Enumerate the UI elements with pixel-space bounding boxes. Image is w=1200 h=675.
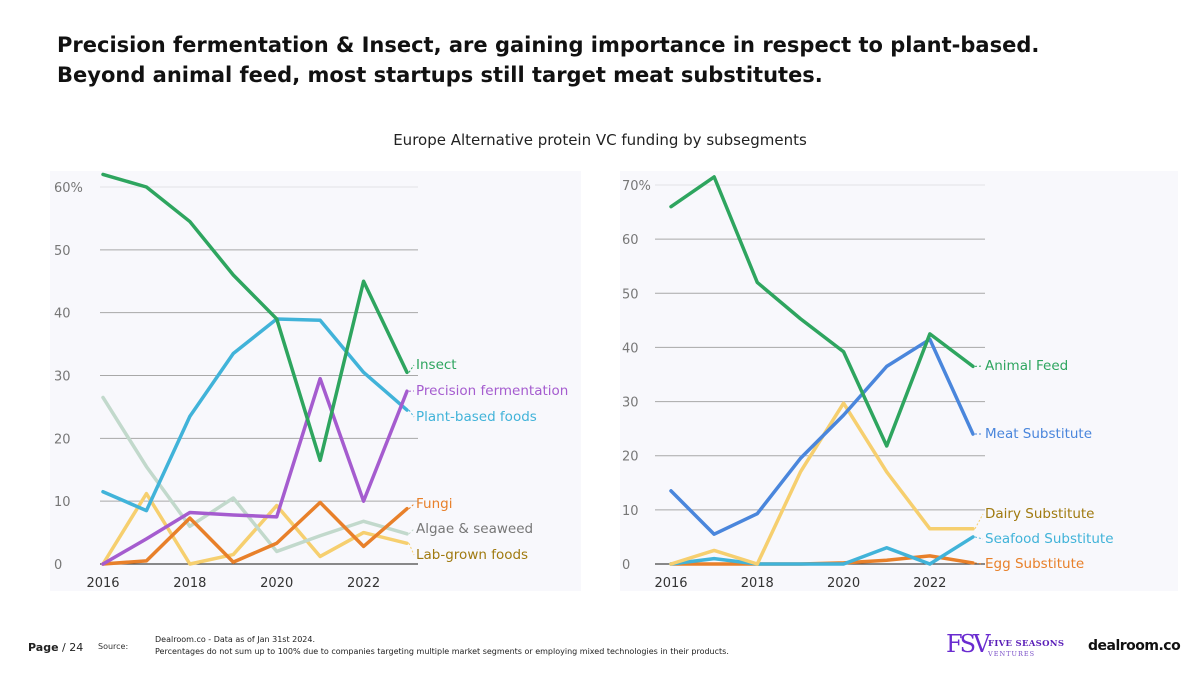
- page-indicator: Page / 24: [28, 641, 83, 654]
- right-chart-panel: [620, 171, 1178, 591]
- left-label-connector: [408, 409, 415, 418]
- right-series-label: Seafood Substitute: [985, 531, 1114, 547]
- headline-line-1: Precision fermentation & Insect, are gai…: [57, 33, 1040, 57]
- left-y-tick-label: 0: [54, 558, 62, 573]
- right-y-tick-label: 70%: [622, 179, 651, 194]
- right-series-line: [669, 535, 975, 566]
- right-series-line: [669, 401, 975, 566]
- right-x-tick-label: 2020: [827, 576, 860, 591]
- right-series-label: Egg Substitute: [985, 556, 1084, 572]
- left-x-tick-label: 2020: [260, 576, 293, 591]
- right-series-line: [669, 175, 975, 448]
- right-y-tick-label: 40: [622, 341, 639, 356]
- left-y-tick-label: 30: [54, 370, 71, 385]
- right-y-tick-label: 30: [622, 396, 639, 411]
- headline: Precision fermentation & Insect, are gai…: [57, 30, 1157, 90]
- dealroom-logo: dealroom.co: [1088, 638, 1181, 654]
- headline-line-2: Beyond animal feed, most startups still …: [57, 63, 823, 87]
- five-seasons-logo: FSV FIVE SEASONS VENTURES: [946, 630, 1076, 662]
- left-series-line: [101, 500, 409, 566]
- right-y-tick-label: 50: [622, 287, 639, 302]
- fsv-logo-mark: FSV: [946, 630, 990, 658]
- right-y-tick-label: 60: [622, 233, 639, 248]
- fsv-logo-sub: VENTURES: [988, 650, 1036, 658]
- right-x-tick-label: 2018: [741, 576, 774, 591]
- left-series-label: Algae & seaweed: [416, 521, 533, 537]
- right-label-connector: [974, 513, 984, 530]
- left-series-label: Insect: [416, 357, 457, 373]
- left-label-connector: [408, 528, 415, 535]
- left-series-label: Precision fermentation: [416, 383, 568, 399]
- source-line-2: Percentages do not sum up to 100% due to…: [155, 647, 729, 656]
- left-y-tick-label: 50: [54, 244, 71, 259]
- left-y-tick-label: 20: [54, 432, 71, 447]
- source-line-1: Dealroom.co - Data as of Jan 31st 2024.: [155, 635, 316, 644]
- right-label-connector: [974, 562, 984, 565]
- right-y-tick-label: 0: [622, 558, 630, 573]
- left-x-tick-label: 2022: [347, 576, 380, 591]
- footer: Page / 24 Source: Dealroom.co - Data as …: [0, 628, 1200, 675]
- right-x-tick-label: 2022: [913, 576, 946, 591]
- right-series-label: Animal Feed: [985, 358, 1068, 374]
- left-label-connector: [408, 364, 415, 373]
- left-y-tick-label: 40: [54, 307, 71, 322]
- fsv-logo-name: FIVE SEASONS: [988, 639, 1065, 649]
- right-series-line: [669, 337, 975, 536]
- right-x-tick-label: 2016: [654, 576, 687, 591]
- source-text: Dealroom.co - Data as of Jan 31st 2024. …: [155, 634, 729, 658]
- right-series-label: Dairy Substitute: [985, 506, 1094, 522]
- left-series-label: Lab-grown foods: [416, 547, 528, 563]
- right-label-connector: [974, 536, 984, 540]
- left-series-line: [101, 491, 409, 566]
- right-series-label: Meat Substitute: [985, 426, 1092, 442]
- left-series-label: Fungi: [416, 496, 452, 512]
- page-number: / 24: [62, 641, 84, 654]
- left-series-line: [101, 376, 409, 566]
- left-y-tick-label: 60%: [54, 181, 83, 196]
- left-x-tick-label: 2018: [173, 576, 206, 591]
- left-series-line: [101, 395, 409, 554]
- left-series-label: Plant-based foods: [416, 409, 537, 425]
- page-word: Page: [28, 641, 59, 654]
- right-y-tick-label: 20: [622, 450, 639, 465]
- source-label: Source:: [98, 642, 129, 651]
- left-series-line: [101, 172, 409, 463]
- chart-title: Europe Alternative protein VC funding by…: [393, 131, 807, 149]
- left-label-connector: [408, 503, 415, 510]
- left-x-tick-label: 2016: [86, 576, 119, 591]
- left-y-tick-label: 10: [54, 495, 71, 510]
- left-chart-panel: [50, 171, 581, 591]
- right-y-tick-label: 10: [622, 504, 639, 519]
- left-series-line: [101, 317, 409, 513]
